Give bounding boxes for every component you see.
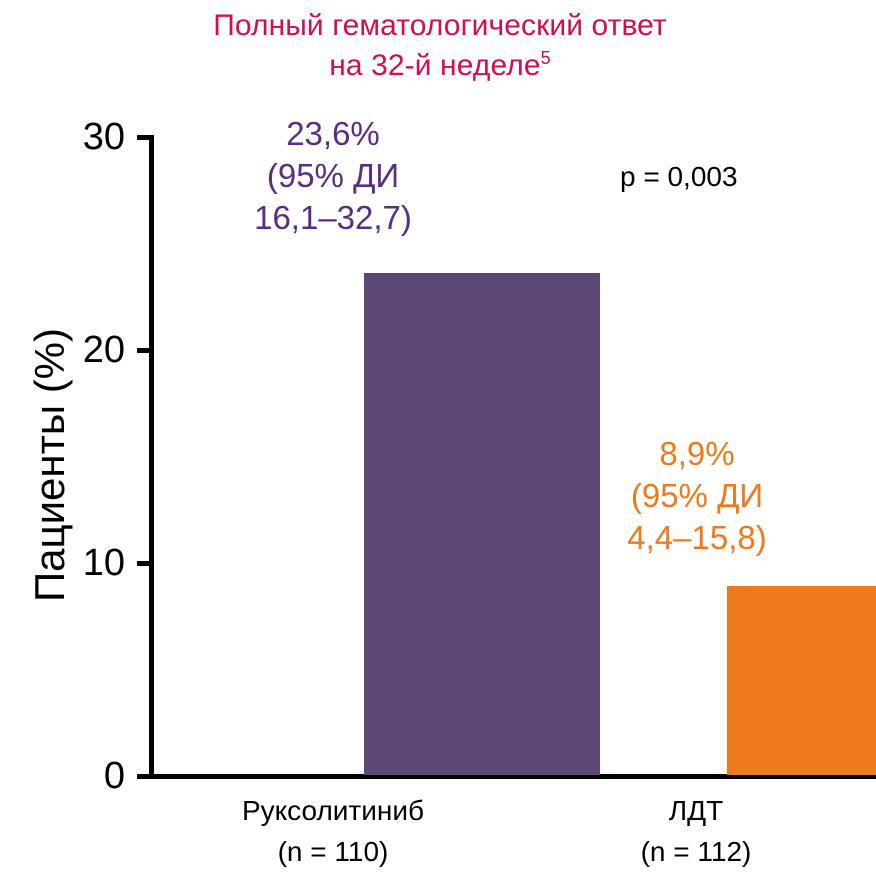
value-label-ruxolitinib: 23,6% (95% ДИ 16,1–32,7) [254,115,412,236]
x-axis-category-ruxolitinib-n: (n = 110) [277,836,389,867]
bar-bat [727,585,876,775]
y-axis-title: Пациенты (%) [26,327,73,603]
y-axis-tick-0 [137,774,151,779]
y-axis-line [149,135,154,779]
plot-area [149,137,876,775]
y-axis-label-10: 10 [82,542,125,584]
chart-title-superscript: 5 [540,48,551,68]
chart-title: Полный гематологический ответ на 32-й нед… [130,6,750,86]
chart-title-line-1: Полный гематологический ответ [213,9,667,42]
p-value-annotation: p = 0,003 [620,161,738,192]
y-axis-tick-20 [137,348,151,353]
x-axis-line [137,774,876,779]
y-axis-label-20: 20 [82,329,125,371]
x-axis-category-bat-name: ЛДТ [668,795,724,826]
y-axis-tick-30 [137,135,151,140]
x-axis-category-bat-n: (n = 112) [640,836,752,867]
y-axis-tick-10 [137,561,151,566]
y-axis-label-0: 0 [103,755,125,797]
bar-ruxolitinib [364,273,600,775]
chart-title-line-2: на 32-й неделе [329,49,541,82]
value-label-bat: 8,9% (95% ДИ 4,4–15,8) [627,435,767,556]
x-axis-category-ruxolitinib-name: Руксолитиниб [241,795,425,826]
x-axis-category-bat: ЛДТ (n = 112) [546,790,846,872]
x-axis-category-ruxolitinib: Руксолитиниб (n = 110) [183,790,483,872]
y-axis-label-30: 30 [82,116,125,158]
